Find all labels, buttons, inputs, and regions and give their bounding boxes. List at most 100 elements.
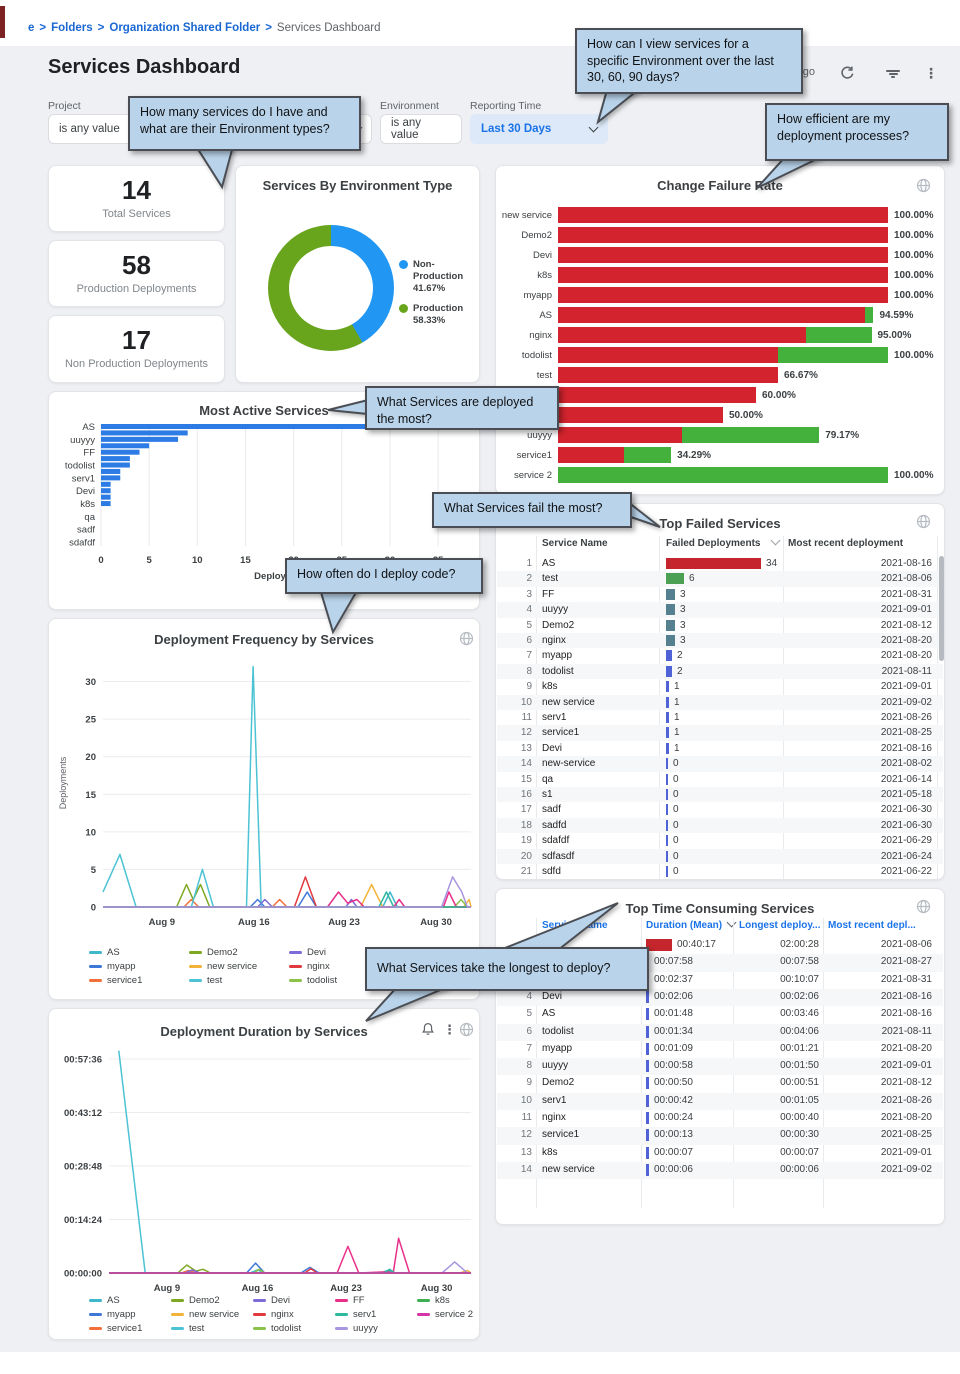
legend-item[interactable]: todolist xyxy=(289,975,389,986)
globe-icon[interactable] xyxy=(916,899,931,919)
series-line-myapp[interactable] xyxy=(109,1262,471,1274)
sort-chevron-icon[interactable] xyxy=(726,917,737,928)
table-row[interactable]: 11 serv1 1 2021-08-26 xyxy=(497,710,943,725)
cfr-row[interactable]: AS 94.59% xyxy=(496,306,944,326)
series-line-AS[interactable] xyxy=(103,891,471,908)
globe-icon[interactable] xyxy=(916,178,931,198)
table-row[interactable]: 3 FF 3 2021-08-31 xyxy=(497,587,943,602)
column-header-most-recent[interactable]: Most recent deployment xyxy=(788,538,904,549)
refresh-button[interactable] xyxy=(838,64,856,82)
globe-icon[interactable] xyxy=(459,631,474,651)
legend-item[interactable]: new service xyxy=(171,1309,253,1320)
kpi-production-deployments[interactable]: 58 Production Deployments xyxy=(48,240,225,307)
bar[interactable] xyxy=(101,475,121,481)
cfr-row[interactable]: service1 34.29% xyxy=(496,446,944,466)
table-row[interactable]: 10 new service 1 2021-09-02 xyxy=(497,694,943,710)
legend-item[interactable]: Devi xyxy=(289,947,389,958)
table-row[interactable]: 12 service1 1 2021-08-25 xyxy=(497,725,943,741)
column-header-most-recent[interactable]: Most recent depl... xyxy=(828,920,916,931)
legend-item[interactable]: todolist xyxy=(253,1323,335,1334)
table-row[interactable]: 12 service1 00:00:13 00:00:30 2021-08-25 xyxy=(497,1127,943,1145)
table-row[interactable]: 18 sadfd 0 2021-06-30 xyxy=(497,817,943,834)
cfr-row[interactable]: Devi 100.00% xyxy=(496,246,944,266)
legend-item[interactable]: Production 58.33% xyxy=(399,303,473,327)
breadcrumb-folders[interactable]: Folders xyxy=(51,22,93,34)
column-header-service-name[interactable]: Service Name xyxy=(542,538,608,549)
series-line-uuyyy[interactable] xyxy=(103,876,471,908)
series-line-uuyyy[interactable] xyxy=(109,1261,471,1274)
column-header-service-name[interactable]: Service Name xyxy=(542,920,608,931)
kpi-total-services[interactable]: 14 Total Services xyxy=(48,165,225,232)
legend-item[interactable]: FF xyxy=(335,1295,417,1306)
legend-item[interactable]: AS xyxy=(89,1295,171,1306)
table-row[interactable]: 16 s1 0 2021-05-18 xyxy=(497,787,943,803)
table-row[interactable]: 6 nginx 3 2021-08-20 xyxy=(497,633,943,649)
series-line-Demo2[interactable] xyxy=(103,883,471,908)
legend-item[interactable]: test xyxy=(189,975,289,986)
table-row[interactable]: 20 sdfasdf 0 2021-06-24 xyxy=(497,848,943,864)
legend-item[interactable]: uuyyy xyxy=(335,1323,417,1334)
cfr-row[interactable]: todolist 100.00% xyxy=(496,346,944,366)
bar[interactable] xyxy=(101,488,111,494)
table-row[interactable]: 5 AS 00:01:48 00:03:46 2021-08-16 xyxy=(497,1006,943,1023)
table-row[interactable]: 7 myapp 2 2021-08-20 xyxy=(497,648,943,663)
table-row[interactable]: 6 todolist 00:01:34 00:04:06 2021-08-11 xyxy=(497,1023,943,1041)
series-line-myapp[interactable] xyxy=(103,891,471,908)
legend-item[interactable]: service1 xyxy=(89,975,189,986)
table-row[interactable]: 1 AS 34 2021-08-16 xyxy=(497,556,943,571)
table-row[interactable]: 14 new service 00:00:06 00:00:06 2021-09-02 xyxy=(497,1161,943,1180)
series-line-nginx[interactable] xyxy=(103,876,471,908)
bar[interactable] xyxy=(101,443,150,449)
tile-menu-button[interactable]: ⋮ xyxy=(443,1022,456,1037)
table-row[interactable]: 10 serv1 00:00:42 00:01:05 2021-08-26 xyxy=(497,1092,943,1110)
sort-chevron-icon[interactable] xyxy=(770,535,781,546)
legend-item[interactable]: test xyxy=(171,1323,253,1334)
table-row[interactable]: 17 sadf 0 2021-06-30 xyxy=(497,802,943,817)
bar[interactable] xyxy=(101,430,188,436)
cfr-row[interactable]: uuyyy 79.17% xyxy=(496,426,944,446)
series-line-test[interactable] xyxy=(118,1050,471,1274)
table-row[interactable]: 2 test 6 2021-08-06 xyxy=(497,571,943,587)
legend-item[interactable]: Demo2 xyxy=(171,1295,253,1306)
series-line-todolist[interactable] xyxy=(103,898,471,908)
bar[interactable] xyxy=(101,456,130,462)
bar[interactable] xyxy=(101,468,121,474)
table-row[interactable]: 14 new-service 0 2021-08-02 xyxy=(497,756,943,772)
table-row[interactable]: 8 todolist 2 2021-08-11 xyxy=(497,663,943,680)
globe-icon[interactable] xyxy=(459,1022,474,1042)
cfr-row[interactable]: myapp 100.00% xyxy=(496,286,944,306)
alerts-bell-button[interactable] xyxy=(421,1022,435,1041)
column-header-longest-deploy[interactable]: Longest deploy... xyxy=(739,920,821,931)
deployment-frequency-chart[interactable]: 0 5 10 15 20 25 30 Aug 9 Aug 16 Aug 23 Aug 30 Deplo… xyxy=(55,649,475,954)
series-line-serv1[interactable] xyxy=(103,891,471,908)
legend-item[interactable]: Non-Production 41.67% xyxy=(399,259,473,295)
table-row[interactable]: 9 k8s 1 2021-09-01 xyxy=(497,679,943,694)
table-row[interactable]: 4 Devi 00:02:06 00:02:06 2021-08-16 xyxy=(497,988,943,1007)
table-row[interactable]: 4 uuyyy 3 2021-09-01 xyxy=(497,602,943,618)
legend-item[interactable]: myapp xyxy=(89,1309,171,1320)
bar[interactable] xyxy=(101,462,130,468)
bar[interactable] xyxy=(101,501,111,507)
cfr-row[interactable]: 50.00% xyxy=(496,406,944,426)
bar[interactable] xyxy=(101,449,140,455)
table-row[interactable]: 7 myapp 00:01:09 00:01:21 2021-08-20 xyxy=(497,1041,943,1058)
table-row[interactable]: 8 uuyyy 00:00:58 00:01:50 2021-09-01 xyxy=(497,1058,943,1076)
series-line-Demo2[interactable] xyxy=(109,1264,471,1274)
cfr-row[interactable]: Demo2 100.00% xyxy=(496,226,944,246)
cfr-row[interactable]: k8s 100.00% xyxy=(496,266,944,286)
legend-item[interactable]: Demo2 xyxy=(189,947,289,958)
cfr-row[interactable]: new service 100.00% xyxy=(496,206,944,226)
series-line-new service[interactable] xyxy=(103,883,472,908)
bar[interactable] xyxy=(101,494,111,500)
column-header-failed-deployments[interactable]: Failed Deployments xyxy=(666,538,761,549)
cfr-row[interactable]: service 2 100.00% xyxy=(496,466,944,486)
cfr-row[interactable]: test 66.67% xyxy=(496,366,944,386)
legend-item[interactable]: k8s xyxy=(417,1295,499,1306)
globe-icon[interactable] xyxy=(916,514,931,534)
project-filter[interactable]: is any value xyxy=(48,114,160,144)
series-line-FF[interactable] xyxy=(103,891,471,908)
bar[interactable] xyxy=(101,481,111,487)
table-row[interactable]: 15 qa 0 2021-06-14 xyxy=(497,772,943,787)
legend-item[interactable]: new service xyxy=(189,961,289,972)
kpi-non-production-deployments[interactable]: 17 Non Production Deployments xyxy=(48,315,225,383)
